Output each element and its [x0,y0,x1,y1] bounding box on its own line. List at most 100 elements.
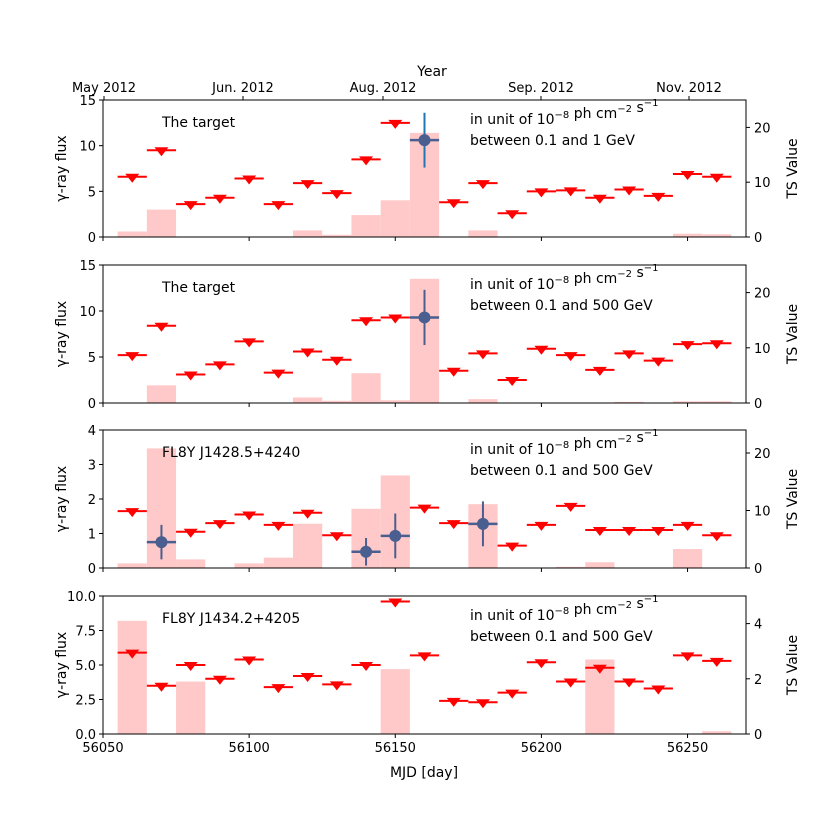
ts-bar [176,559,206,568]
x-axis-label: MJD [day] [390,765,458,781]
ts-bar [702,731,732,734]
energy-range-label: between 0.1 and 500 GeV [470,463,653,479]
ts-tick-label: 10 [754,342,771,357]
ts-bar [292,397,323,403]
upper-limit-marker [505,210,520,220]
upper-limit-marker [563,502,578,512]
upper-limit-marker [534,188,549,198]
upper-limit-marker [388,598,403,608]
upper-limit-marker [359,156,374,166]
y-tick-label: 10 [79,305,96,320]
source-label: FL8Y J1434.2+4205 [162,611,300,627]
upper-limit-marker [446,367,461,377]
ts-tick-label: 20 [754,287,771,302]
ts-bar [292,523,323,568]
upper-limit-marker [212,520,227,530]
y-tick-label: 2 [88,493,96,508]
y-tick-label: 10 [79,140,96,155]
panel-2: 0 5 10 15 0 10 20 γ-ray flux TS Value The target i… [54,259,801,412]
ts-axis-label: TS Value [785,635,801,696]
y-tick-label: 5 [88,185,96,200]
ts-bar [146,209,177,237]
energy-range-label: between 0.1 and 1 GeV [470,133,635,149]
upper-limit-marker [271,369,286,379]
y-axis-label: γ-ray flux [54,632,70,698]
upper-limit-marker [680,652,695,662]
y-tick-label: 5.0 [75,659,96,674]
upper-limit-marker [125,649,140,659]
unit-annotation: in unit of 10−8 ph cm−2 s−1 [470,263,659,293]
energy-range-label: between 0.1 and 500 GeV [470,298,653,314]
upper-limit-marker [709,173,724,183]
top-month-label: May 2012 [72,81,136,96]
ts-bar [702,401,732,403]
detection-point [155,536,168,549]
ts-bar [322,234,352,237]
top-month-label: Aug. 2012 [350,81,417,96]
panel-frame [102,264,747,404]
upper-limit-marker [505,689,520,699]
y-axis-label: γ-ray flux [54,301,70,367]
ts-bar [468,399,498,403]
ts-bar [263,557,293,568]
upper-limit-marker [154,682,169,692]
ts-bar [146,385,177,403]
ts-bar [322,400,352,403]
y-tick-label: 4 [88,424,96,439]
upper-limit-marker [329,681,344,691]
ts-tick-label: 10 [754,176,771,191]
upper-limit-marker [446,697,461,707]
ts-tick-label: 0 [754,231,762,246]
ts-axis-label: TS Value [785,138,801,199]
y-axis-label: γ-ray flux [54,135,70,201]
detection-point [418,311,431,324]
mjd-tick-label: 56200 [521,741,562,756]
upper-limit-marker [709,657,724,667]
detection-point [476,517,489,530]
upper-limit-marker [388,314,403,324]
energy-range-label: between 0.1 and 500 GeV [470,629,653,645]
upper-limit-marker [271,684,286,694]
upper-limit-marker [154,147,169,157]
upper-limit-marker [651,192,666,202]
top-axis-title: Year [416,64,447,80]
upper-limit-marker [680,341,695,351]
upper-limit-marker [680,521,695,531]
top-axis-months: May 2012 Jun. 2012 Aug. 2012 Sep. 2012 Nov. … [72,81,722,100]
upper-limit-marker [651,357,666,367]
ts-bar [672,233,703,237]
upper-limit-marker [592,194,607,204]
upper-limit-marker [300,509,315,519]
y-tick-label: 5 [88,351,96,366]
y-tick-label: 7.5 [75,625,96,640]
mjd-tick-labels: 56050 56100 56150 56200 56250 [82,741,708,756]
ts-bar [117,563,147,568]
upper-limit-marker [505,377,520,386]
upper-limit-marker [212,675,227,685]
upper-limit-marker [329,532,344,542]
upper-limit-marker [183,201,198,211]
ts-bar [556,566,586,568]
ts-tick-label: 10 [754,505,771,520]
upper-limit-marker [446,520,461,530]
upper-limit-marker [388,119,403,129]
panel-frame [102,99,747,238]
upper-limit-marker [125,173,140,183]
upper-limit-marker [622,678,637,688]
upper-limit-marker [622,186,637,196]
panel-1: 0 5 10 15 0 10 20 γ-ray flux TS Value The target i… [54,94,801,246]
detection-point [360,545,373,558]
ts-bar [292,230,323,237]
upper-limit-marker [709,340,724,350]
ts-bar [234,563,264,568]
upper-limit-marker [475,699,490,709]
source-label: The target [161,280,236,296]
ts-bar [351,373,381,403]
y-tick-label: 0 [88,397,96,412]
ts-bar [468,230,498,237]
upper-limit-marker [709,532,724,542]
upper-limit-marker [242,175,257,185]
y-tick-label: 0 [88,562,96,577]
ts-bar [614,401,644,403]
